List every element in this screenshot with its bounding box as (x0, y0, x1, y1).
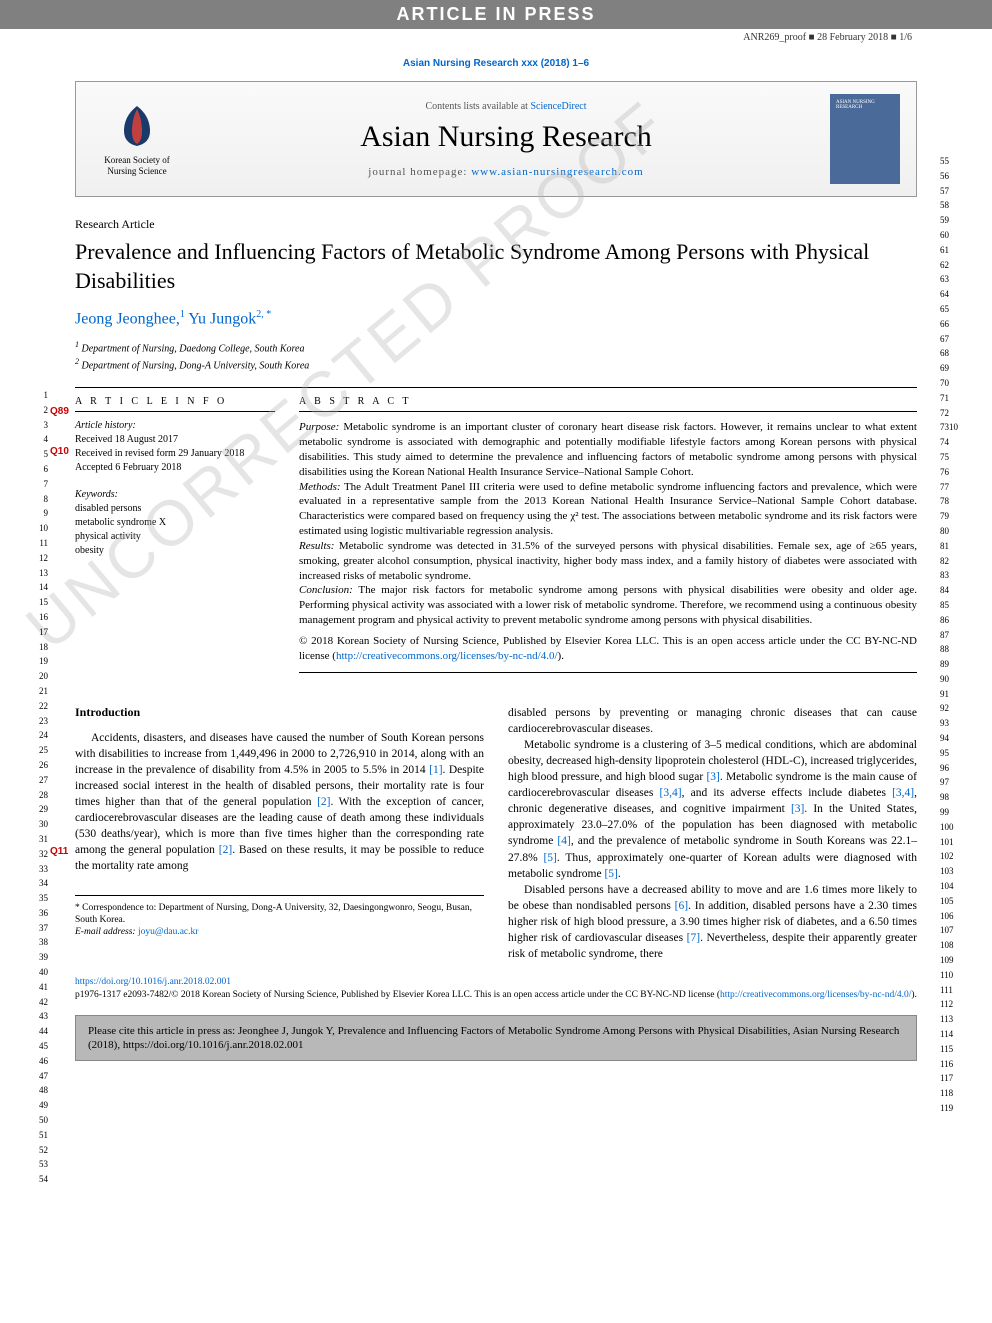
author-2: Yu Jungok (185, 311, 256, 328)
affiliation-1: 1 Department of Nursing, Daedong College… (75, 339, 917, 356)
ref-34b[interactable]: [3,4] (892, 787, 914, 799)
conclusion-text: The major risk factors for metabolic syn… (299, 584, 917, 626)
author-2-sup: 2, * (256, 309, 271, 320)
ref-6[interactable]: [6] (675, 900, 688, 912)
right-column: disabled persons by preventing or managi… (508, 705, 917, 963)
author-1: Jeong Jeonghee, (75, 311, 180, 328)
article-in-press-banner: ARTICLE IN PRESS (0, 0, 992, 29)
article-title: Prevalence and Influencing Factors of Me… (75, 238, 917, 295)
p2h: . (618, 868, 621, 880)
abstract-conclusion: Conclusion: The major risk factors for m… (299, 583, 917, 628)
abstract-heading: A B S T R A C T (299, 396, 917, 412)
aff-2-text: Department of Nursing, Dong-A University… (79, 360, 309, 371)
p1a: Accidents, disasters, and diseases have … (75, 732, 484, 776)
main-body: Introduction Accidents, disasters, and d… (75, 705, 917, 963)
revised-date: Received in revised form 29 January 2018 (75, 447, 275, 461)
copyright-line: © 2018 Korean Society of Nursing Science… (299, 634, 917, 664)
copyright-close: ). (558, 650, 564, 662)
authors-line: Jeong Jeonghee,1 Yu Jungok2, * (75, 309, 917, 328)
journal-reference: Asian Nursing Research xxx (2018) 1–6 (75, 58, 917, 69)
divider (75, 387, 917, 388)
line-numbers-right: 5556575859606162636465666768697071727310… (940, 154, 962, 1116)
publisher-name: Korean Society of Nursing Science (92, 155, 182, 177)
purpose-text: Metabolic syndrome is an important clust… (299, 421, 917, 478)
abstract-block: A B S T R A C T Purpose: Metabolic syndr… (299, 396, 917, 681)
issn-text: p1976-1317 e2093-7482/© 2018 Korean Soci… (75, 990, 720, 1000)
keyword-2: metabolic syndrome X (75, 516, 275, 530)
p2g: . Thus, approximately one-quarter of Kor… (508, 852, 917, 880)
purpose-label: Purpose: (299, 421, 339, 433)
article-type: Research Article (75, 217, 917, 232)
line-numbers-left: 1234567891011121314151617181920212223242… (30, 388, 48, 1187)
query-marker-q11: Q11 (50, 846, 68, 857)
methods-text: The Adult Treatment Panel III criteria w… (299, 481, 917, 538)
query-marker-q89: Q89 (50, 406, 69, 417)
bottom-license-link[interactable]: http://creativecommons.org/licenses/by-n… (720, 990, 911, 1000)
citation-box: Please cite this article in press as: Je… (75, 1015, 917, 1062)
email-link[interactable]: joyu@dau.ac.kr (138, 927, 198, 937)
intro-p1: Accidents, disasters, and diseases have … (75, 730, 484, 875)
ref-3b[interactable]: [3] (791, 803, 804, 815)
abstract-purpose: Purpose: Metabolic syndrome is an import… (299, 420, 917, 479)
email-label: E-mail address: (75, 927, 138, 937)
intro-p1-cont: disabled persons by preventing or managi… (508, 705, 917, 737)
received-date: Received 18 August 2017 (75, 433, 275, 447)
homepage-link[interactable]: www.asian-nursingresearch.com (471, 166, 643, 178)
query-marker-q10: Q10 (50, 446, 69, 457)
left-column: Introduction Accidents, disasters, and d… (75, 705, 484, 963)
cover-title-text: ASIAN NURSING RESEARCH (836, 100, 894, 110)
results-text: Metabolic syndrome was detected in 31.5%… (299, 540, 917, 582)
methods-label: Methods: (299, 481, 341, 493)
homepage-line: journal homepage: www.asian-nursingresea… (182, 166, 830, 178)
abstract-divider (299, 672, 917, 673)
abstract-results: Results: Metabolic syndrome was detected… (299, 539, 917, 584)
accepted-date: Accepted 6 February 2018 (75, 461, 275, 475)
aff-1-text: Department of Nursing, Daedong College, … (79, 343, 304, 354)
ref-5a[interactable]: [5] (543, 852, 556, 864)
ref-2b[interactable]: [2] (219, 844, 232, 856)
keyword-4: obesity (75, 544, 275, 558)
ref-4[interactable]: [4] (557, 835, 570, 847)
ref-1[interactable]: [1] (429, 764, 442, 776)
ref-34a[interactable]: [3,4] (660, 787, 682, 799)
ref-7[interactable]: [7] (687, 932, 700, 944)
ref-5b[interactable]: [5] (604, 868, 617, 880)
email-line: E-mail address: joyu@dau.ac.kr (75, 926, 484, 938)
ref-2a[interactable]: [2] (317, 796, 330, 808)
correspondence-note: * Correspondence to: Department of Nursi… (75, 902, 484, 927)
intro-p3: Disabled persons have a decreased abilit… (508, 882, 917, 962)
publisher-logo: Korean Society of Nursing Science (92, 101, 182, 177)
contents-prefix: Contents lists available at (425, 101, 530, 112)
doi-link[interactable]: https://doi.org/10.1016/j.anr.2018.02.00… (75, 977, 231, 987)
history-label: Article history: (75, 420, 275, 431)
keyword-1: disabled persons (75, 502, 275, 516)
journal-header: Korean Society of Nursing Science Conten… (75, 81, 917, 197)
ref-3a[interactable]: [3] (706, 771, 719, 783)
p2c: , and its adverse effects include diabet… (682, 787, 893, 799)
footnotes: * Correspondence to: Department of Nursi… (75, 895, 484, 939)
proof-metadata-line: ANR269_proof ■ 28 February 2018 ■ 1/6 (0, 29, 992, 46)
keywords-label: Keywords: (75, 489, 275, 500)
affiliation-2: 2 Department of Nursing, Dong-A Universi… (75, 356, 917, 373)
society-logo-icon (112, 101, 162, 151)
journal-cover-thumbnail: ASIAN NURSING RESEARCH (830, 94, 900, 184)
contents-available-line: Contents lists available at ScienceDirec… (182, 101, 830, 112)
conclusion-label: Conclusion: (299, 584, 353, 596)
bottom-links: https://doi.org/10.1016/j.anr.2018.02.00… (75, 976, 917, 1001)
intro-p2: Metabolic syndrome is a clustering of 3–… (508, 737, 917, 882)
abstract-methods: Methods: The Adult Treatment Panel III c… (299, 480, 917, 539)
article-info-block: A R T I C L E I N F O Article history: R… (75, 396, 275, 681)
homepage-prefix: journal homepage: (368, 166, 471, 178)
keyword-3: physical activity (75, 530, 275, 544)
issn-close: ). (911, 990, 917, 1000)
license-link[interactable]: http://creativecommons.org/licenses/by-n… (336, 650, 558, 662)
sciencedirect-link[interactable]: ScienceDirect (530, 101, 586, 112)
journal-title: Asian Nursing Research (182, 120, 830, 154)
article-info-heading: A R T I C L E I N F O (75, 396, 275, 412)
affiliations: 1 Department of Nursing, Daedong College… (75, 339, 917, 374)
results-label: Results: (299, 540, 334, 552)
issn-copyright-line: p1976-1317 e2093-7482/© 2018 Korean Soci… (75, 989, 917, 1001)
introduction-heading: Introduction (75, 705, 484, 720)
